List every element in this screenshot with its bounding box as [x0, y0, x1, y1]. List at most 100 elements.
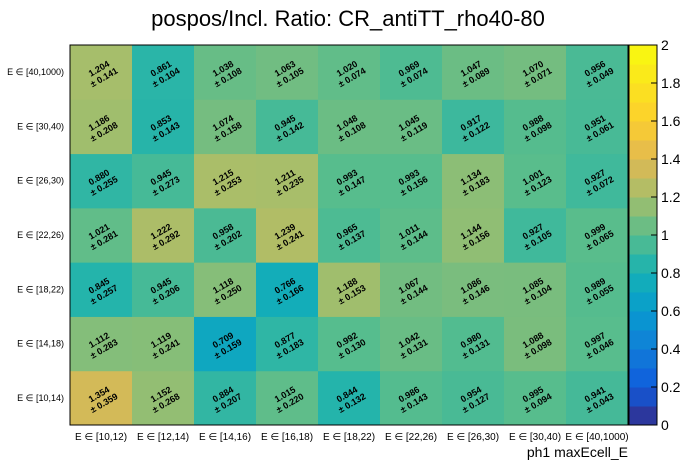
heatmap-cell — [70, 45, 133, 100]
heatmap-cell — [504, 153, 567, 209]
heatmap-cell — [504, 45, 567, 100]
heatmap-cell — [318, 262, 381, 317]
heatmap-cell — [194, 207, 257, 263]
colorbar-swatch — [629, 349, 657, 369]
heatmap-cell — [256, 316, 319, 372]
heatmap-cell — [318, 370, 381, 426]
heatmap-cell — [132, 45, 195, 100]
heatmap-cell — [380, 99, 443, 155]
colorbar-swatch — [629, 64, 657, 84]
heatmap-cell — [194, 45, 257, 100]
heatmap-cell — [566, 45, 629, 100]
colorbar-swatch — [629, 311, 657, 331]
heatmap-cell — [194, 370, 257, 426]
chart-title: pospos/Incl. Ratio: CR_antiTT_rho40-80 — [151, 6, 545, 31]
colorbar-swatch — [629, 216, 657, 236]
colorbar-tick-label: 0.4 — [661, 341, 681, 357]
y-tick-label: E ∈ [22,26) — [17, 230, 64, 240]
heatmap-cell — [504, 370, 567, 426]
x-tick-label: E ∈ [10,12) — [75, 432, 127, 443]
heatmap-cell — [566, 316, 629, 372]
heatmap-cell — [194, 262, 257, 317]
heatmap-cell — [442, 153, 505, 209]
heatmap-cell — [380, 153, 443, 209]
heatmap-cell — [70, 316, 133, 372]
colorbar-tick-label: 2 — [661, 37, 669, 53]
x-axis-title: ph1 maxEcell_E — [527, 444, 628, 460]
plot-frame — [69, 44, 629, 426]
heatmap-cell — [504, 316, 567, 372]
colorbar-tick-label: 0.8 — [661, 265, 681, 281]
x-tick-label: E ∈ [16,18) — [261, 432, 313, 443]
heatmap-cell — [566, 99, 629, 155]
heatmap-cell — [442, 45, 505, 100]
heatmap-cell — [132, 370, 195, 426]
heatmap-cell — [380, 370, 443, 426]
x-tick-label: E ∈ [22,26) — [385, 432, 437, 443]
colorbar-tick-label: 1.6 — [661, 113, 681, 129]
heatmap-cell — [504, 207, 567, 263]
heatmap-cell — [318, 45, 381, 100]
x-tick-label: E ∈ [18,22) — [323, 432, 375, 443]
colorbar-tick-label: 0.6 — [661, 303, 681, 319]
heatmap-cell — [256, 153, 319, 209]
heatmap-cell — [256, 99, 319, 155]
heatmap-cell — [318, 316, 381, 372]
heatmap-cell — [566, 370, 629, 426]
colorbar-swatch — [629, 140, 657, 160]
heatmap-cell — [256, 370, 319, 426]
heatmap-cell — [380, 316, 443, 372]
heatmap-cell — [70, 99, 133, 155]
heatmap-cell — [442, 207, 505, 263]
heatmap-cell — [318, 99, 381, 155]
heatmap-cell — [442, 370, 505, 426]
colorbar-swatch — [629, 235, 657, 255]
colorbar-swatch — [629, 102, 657, 122]
colorbar-tick-label: 0.2 — [661, 379, 681, 395]
colorbar-swatch — [629, 406, 657, 426]
heatmap-cell — [380, 207, 443, 263]
x-axis: E ∈ [10,12) E ∈ [12,14) E ∈ [14,16) E ∈ [16… — [75, 432, 629, 443]
heatmap-cell — [132, 316, 195, 372]
colorbar-tick-label: 1 — [661, 227, 669, 243]
y-tick-label: E ∈ [18,22) — [17, 284, 64, 294]
heatmap-cell — [256, 262, 319, 317]
heatmap-cell — [132, 99, 195, 155]
heatmap-cell — [256, 45, 319, 100]
heatmap-cell — [504, 99, 567, 155]
heatmap-cell — [566, 207, 629, 263]
colorbar-swatch — [629, 83, 657, 103]
heatmap-cell — [256, 207, 319, 263]
y-tick-label: E ∈ [10,14) — [17, 393, 64, 403]
heatmap-cell — [380, 262, 443, 317]
colorbar-swatch — [629, 292, 657, 312]
heatmap-cell — [318, 207, 381, 263]
colorbar-swatch — [629, 254, 657, 274]
colorbar-swatch — [629, 178, 657, 198]
heatmap-cell — [566, 262, 629, 317]
colorbar-tick-label: 1.4 — [661, 151, 681, 167]
heatmap-cell — [194, 99, 257, 155]
heatmap-cell — [194, 316, 257, 372]
colorbar-tick-label: 1.2 — [661, 189, 681, 205]
heatmap-cell — [132, 262, 195, 317]
heatmap-cell — [194, 153, 257, 209]
y-axis: E ∈ [10,14) E ∈ [14,18) E ∈ [18,22) E ∈ [22… — [7, 67, 64, 403]
colorbar-swatch — [629, 159, 657, 179]
heatmap-cell — [504, 262, 567, 317]
colorbar-swatch — [629, 197, 657, 217]
heatmap-cell — [70, 207, 133, 263]
colorbar-swatch — [629, 121, 657, 141]
heatmap-cell — [566, 153, 629, 209]
heatmap-cell — [132, 207, 195, 263]
heatmap-cell — [442, 99, 505, 155]
y-tick-label: E ∈ [30,40) — [17, 121, 64, 131]
heatmap-cell — [132, 153, 195, 209]
x-tick-label: E ∈ [26,30) — [447, 432, 499, 443]
colorbar-tick-label: 1.8 — [661, 75, 681, 91]
heatmap-cell — [70, 370, 133, 426]
y-tick-label: E ∈ [40,1000) — [7, 67, 64, 77]
x-tick-label: E ∈ [12,14) — [137, 432, 189, 443]
heatmap-cells — [70, 45, 629, 426]
